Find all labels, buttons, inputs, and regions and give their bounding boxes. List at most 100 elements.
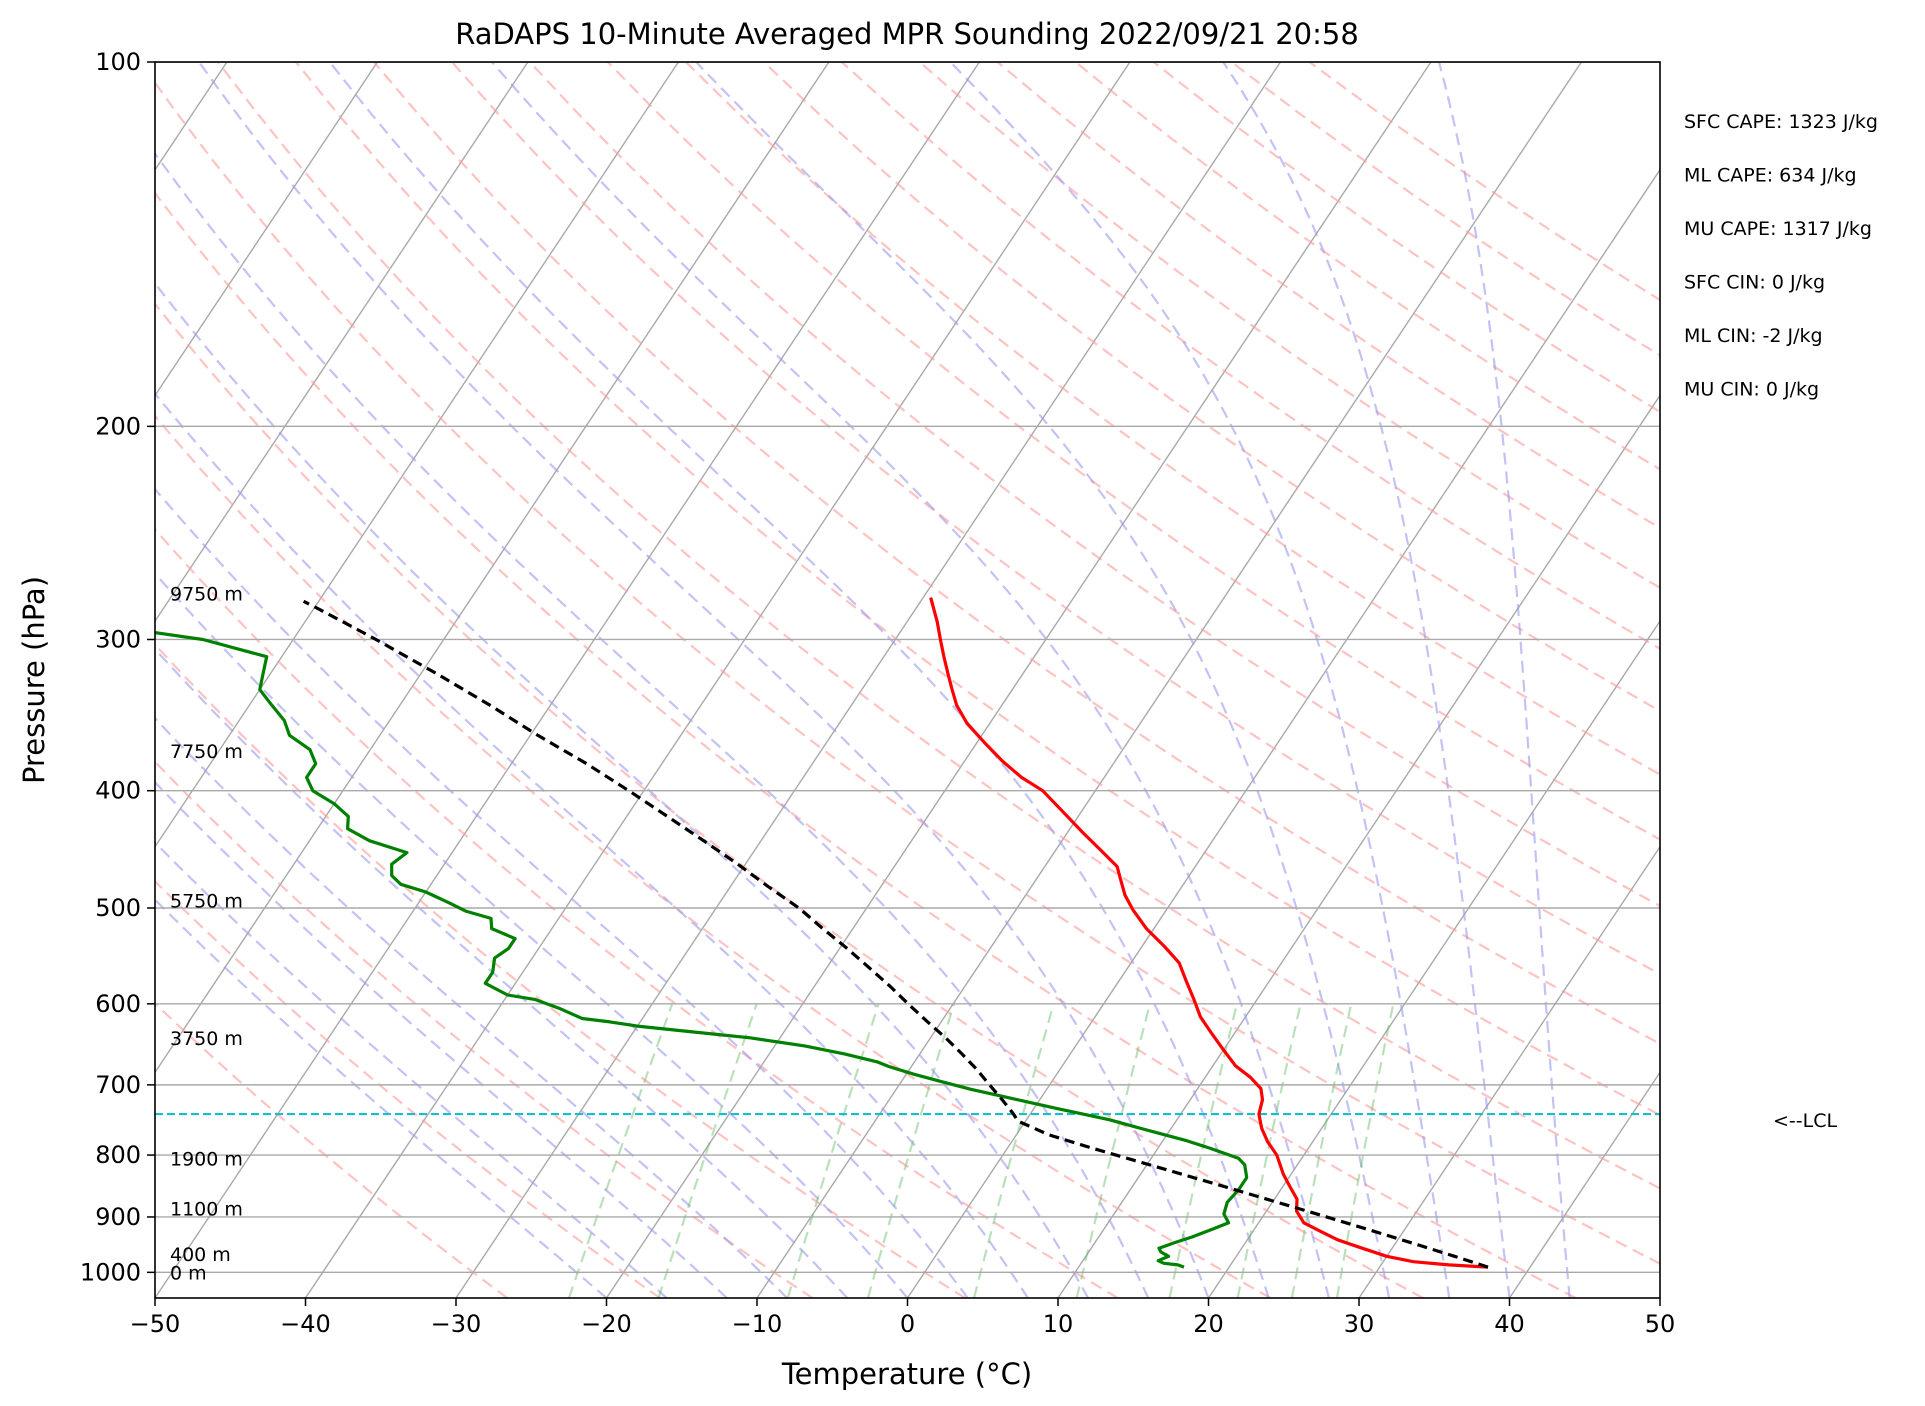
isotherm-line: [304, 62, 1131, 1298]
isotherm-line: [756, 62, 1582, 1298]
parcel-line: [302, 599, 1489, 1269]
dry-adiabat-line: [155, 1002, 509, 1298]
y-tick-label: 500: [95, 894, 141, 922]
moist-adiabat-line: [695, 62, 1391, 1298]
mixing-ratio-line: [866, 1003, 956, 1298]
x-tick-label: 30: [1344, 1310, 1375, 1338]
dry-adiabat-line: [840, 62, 1660, 650]
plot-area: [155, 62, 1660, 1298]
dry-adiabat-line: [155, 191, 1577, 1298]
moist-adiabat-line: [155, 151, 1150, 1298]
lcl-label: <--LCL: [1773, 1110, 1837, 1132]
x-tick-label: −50: [130, 1310, 181, 1338]
mixing-ratio-line: [657, 1003, 758, 1298]
y-tick-label: 1000: [80, 1258, 141, 1286]
height-label: 400 m: [170, 1244, 231, 1266]
x-tick-label: 10: [1043, 1310, 1074, 1338]
y-tick-label: 600: [95, 990, 141, 1018]
isotherm-line: [155, 62, 679, 848]
isotherm-line: [605, 62, 1432, 1298]
moist-adiabat-line: [155, 647, 849, 1298]
moist-adiabat-line: [198, 62, 1210, 1298]
stability-index-label: MU CAPE: 1317 J/kg: [1684, 218, 1872, 240]
y-tick-label: 800: [95, 1141, 141, 1169]
mixing-ratio-line: [1075, 1003, 1152, 1298]
x-tick-label: −20: [581, 1310, 632, 1338]
dry-adiabat-line: [155, 760, 814, 1298]
x-tick-label: −10: [732, 1310, 783, 1338]
height-label: 3750 m: [170, 1028, 243, 1050]
moist-adiabat-line: [155, 391, 1029, 1298]
height-label: 1100 m: [170, 1199, 243, 1221]
dry-adiabat-line: [685, 62, 1660, 776]
moist-adiabat-line: [155, 571, 909, 1298]
mixing-ratio-line: [1236, 1003, 1302, 1298]
stability-index-label: MU CIN: 0 J/kg: [1684, 379, 1819, 401]
dry-adiabat-line: [607, 62, 1660, 841]
background-lines: [155, 62, 1660, 1298]
moist-adiabat-line: [155, 780, 728, 1298]
dry-adiabat-line: [451, 62, 1660, 976]
moist-adiabat-line: [328, 62, 1270, 1298]
moist-adiabat-line: [155, 840, 668, 1298]
moist-adiabat-line: [1437, 62, 1571, 1298]
mixing-ratio-line: [1290, 1003, 1353, 1298]
x-tick-label: 40: [1494, 1310, 1525, 1338]
mixing-ratio-line: [786, 1003, 880, 1298]
axis-ticks: −50 −40 −30 −20 −10 0 10 20 30 40 50 100 200 300 400 50…: [80, 48, 1675, 1338]
moist-adiabat-line: [155, 716, 788, 1298]
y-tick-label: 900: [95, 1203, 141, 1231]
mixing-ratio-line: [972, 1003, 1055, 1298]
chart-title: RaDAPS 10-Minute Averaged MPR Sounding 2…: [455, 17, 1359, 51]
moist-adiabat-line: [155, 281, 1090, 1298]
mixing-ratio-line: [1168, 1003, 1238, 1298]
moist-adiabat-line: [155, 487, 969, 1298]
height-label: 9750 m: [170, 584, 243, 606]
mixing-ratio-line: [567, 1003, 674, 1298]
y-tick-label: 700: [95, 1071, 141, 1099]
isotherm-line: [1358, 845, 1660, 1298]
isotherm-line: [155, 62, 378, 397]
height-label: 0 m: [170, 1262, 207, 1284]
isotherm-line: [155, 62, 529, 623]
height-label: 5750 m: [170, 891, 243, 913]
temperature-line: [929, 597, 1489, 1269]
moist-adiabat-line: [949, 62, 1451, 1298]
moist-adiabat-line: [491, 62, 1330, 1298]
x-tick-label: −40: [280, 1310, 331, 1338]
height-label: 7750 m: [170, 741, 243, 763]
stability-index-label: SFC CIN: 0 J/kg: [1684, 272, 1825, 294]
isotherm-line: [1508, 1071, 1660, 1298]
dewpoint-line: [155, 630, 1249, 1269]
x-axis-label: Temperature (°C): [781, 1357, 1032, 1391]
dry-adiabat-line: [295, 62, 1660, 1117]
mixing-ratio-line: [1335, 1003, 1395, 1298]
isotherm-line: [1207, 619, 1660, 1298]
data-lines: [155, 597, 1660, 1269]
stability-index-label: ML CAPE: 634 J/kg: [1684, 165, 1857, 187]
x-tick-label: 0: [900, 1310, 915, 1338]
height-label: 1900 m: [170, 1148, 243, 1170]
y-tick-label: 200: [95, 412, 141, 440]
dry-adiabat-line: [155, 302, 1424, 1298]
moist-adiabat-line: [1222, 62, 1511, 1298]
x-tick-label: 50: [1645, 1310, 1676, 1338]
x-tick-label: 20: [1193, 1310, 1224, 1338]
moist-adiabat-line: [155, 898, 608, 1298]
stability-index-label: SFC CAPE: 1323 J/kg: [1684, 111, 1878, 133]
y-axis-label: Pressure (hPa): [17, 576, 51, 784]
stability-index-label: ML CIN: -2 J/kg: [1684, 325, 1823, 347]
dry-adiabat-line: [373, 62, 1660, 1045]
y-tick-label: 300: [95, 625, 141, 653]
dry-adiabat-line: [155, 80, 1660, 1265]
isotherm-line: [155, 62, 830, 1074]
isotherm-line: [155, 62, 980, 1298]
isotherm-line: [455, 62, 1281, 1298]
y-tick-label: 400: [95, 777, 141, 805]
y-tick-label: 100: [95, 48, 141, 76]
dry-adiabat-line: [217, 62, 1660, 1190]
isotherm-line: [906, 168, 1660, 1298]
x-tick-label: −30: [431, 1310, 482, 1338]
